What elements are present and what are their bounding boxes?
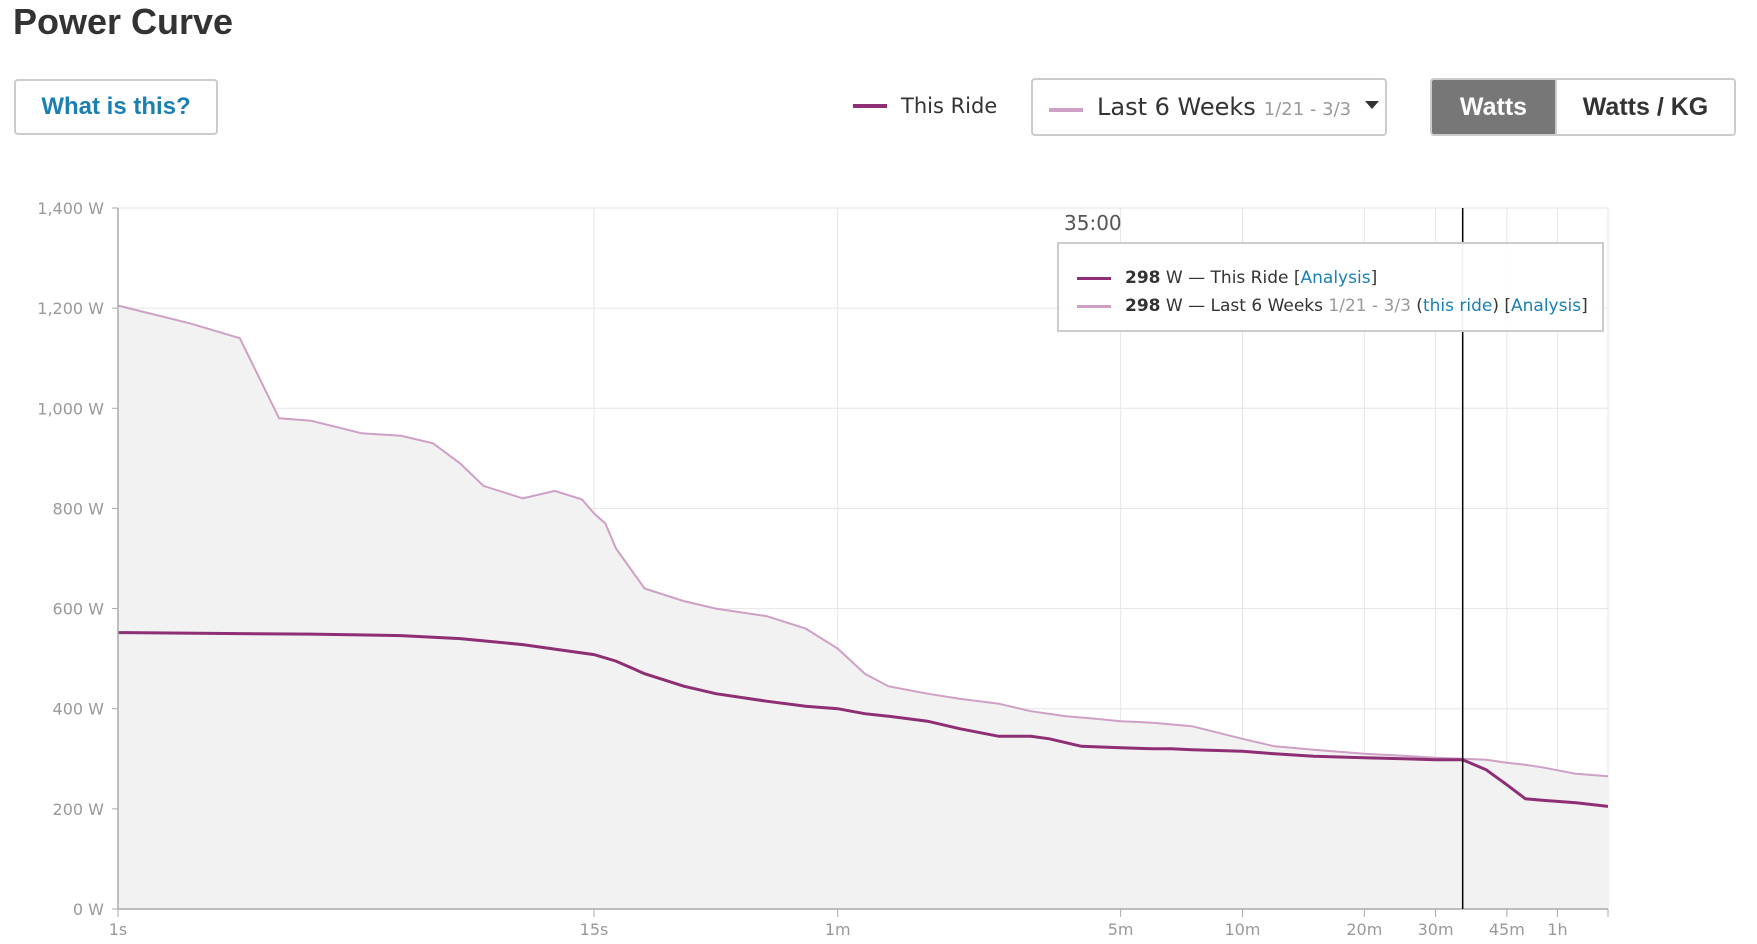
caret-down-icon — [1365, 101, 1380, 109]
page-title: Power Curve — [13, 1, 234, 42]
x-tick-label: 1h — [1547, 920, 1567, 939]
chart-tooltip: 298 W — This Ride [Analysis] 298 W — Las… — [1057, 242, 1604, 332]
y-tick-label: 600 W — [53, 600, 105, 619]
watts-per-kg-toggle-button[interactable]: Watts / KG — [1555, 80, 1734, 134]
what-is-this-button[interactable]: What is this? — [14, 79, 218, 135]
y-tick-label: 1,000 W — [37, 399, 104, 418]
bracket-close: ] — [1370, 268, 1378, 288]
tooltip-unit: W — [1165, 268, 1183, 288]
area-fill-last-6-weeks — [118, 305, 1608, 910]
tooltip-row-last-6-weeks: 298 W — Last 6 Weeks 1/21 - 3/3 (this ri… — [1059, 292, 1602, 320]
x-tick-label: 5m — [1108, 920, 1134, 939]
x-tick-label: 20m — [1346, 920, 1382, 939]
y-tick-label: 1,400 W — [37, 199, 104, 218]
hover-time-label: 35:00 — [1064, 211, 1122, 235]
last-6-weeks-swatch — [1077, 304, 1111, 308]
paren-close: ) — [1492, 296, 1499, 316]
compare-period-dropdown[interactable]: Last 6 Weeks 1/21 - 3/3 — [1031, 78, 1387, 136]
tooltip-separator: — — [1188, 296, 1206, 316]
y-tick-label: 0 W — [73, 900, 104, 919]
tooltip-last-6-weeks-label: Last 6 Weeks — [1210, 296, 1323, 316]
x-tick-label: 45m — [1489, 920, 1525, 939]
series-line-this-ride — [117, 631, 1609, 808]
area-fill — [118, 305, 1608, 910]
y-tick-label: 200 W — [53, 800, 105, 819]
this-ride-swatch — [853, 104, 887, 108]
watts-toggle-button[interactable]: Watts — [1432, 80, 1555, 134]
x-tick-label: 15s — [580, 920, 609, 939]
x-tick-label: 10m — [1224, 920, 1260, 939]
axes: 0 W 200 W 400 W 600 W 800 W 1,000 W 1,200 W 1,4… — [37, 199, 1609, 939]
compare-period-label: Last 6 Weeks — [1097, 93, 1256, 121]
x-tick-label: 1m — [825, 920, 851, 939]
tooltip-separator: — — [1188, 268, 1206, 288]
x-tick-label: 1s — [109, 920, 128, 939]
series-line-last-6-weeks — [117, 304, 1609, 778]
this-ride-swatch — [1077, 276, 1111, 280]
y-tick-label: 400 W — [53, 700, 105, 719]
bracket-open: [ — [1504, 296, 1512, 316]
bracket-close: ] — [1581, 296, 1588, 316]
tooltip-row-this-ride: 298 W — This Ride [Analysis] — [1059, 264, 1602, 292]
compare-period-range: 1/21 - 3/3 — [1263, 98, 1352, 120]
paren-open: ( — [1416, 296, 1423, 316]
tooltip-this-ride-label: This Ride — [1210, 268, 1289, 288]
legend-this-ride-label: This Ride — [901, 94, 998, 118]
tooltip-last-6-weeks-value: 298 — [1125, 296, 1161, 316]
legend-this-ride[interactable]: This Ride — [853, 91, 997, 121]
tooltip-analysis-link[interactable]: Analysis — [1511, 296, 1582, 316]
x-tick-label: 30m — [1418, 920, 1454, 939]
tooltip-unit: W — [1165, 296, 1183, 316]
tooltip-this-ride-link[interactable]: this ride — [1422, 296, 1493, 316]
tooltip-analysis-link[interactable]: Analysis — [1300, 268, 1371, 288]
tooltip-range: 1/21 - 3/3 — [1328, 296, 1411, 316]
series — [117, 304, 1609, 808]
tooltip-this-ride-value: 298 — [1125, 268, 1161, 288]
y-tick-label: 1,200 W — [37, 299, 104, 318]
last-6-weeks-swatch — [1049, 108, 1083, 112]
bracket-open: [ — [1293, 268, 1301, 288]
units-toggle: Watts Watts / KG — [1430, 78, 1736, 136]
y-tick-label: 800 W — [53, 499, 105, 518]
